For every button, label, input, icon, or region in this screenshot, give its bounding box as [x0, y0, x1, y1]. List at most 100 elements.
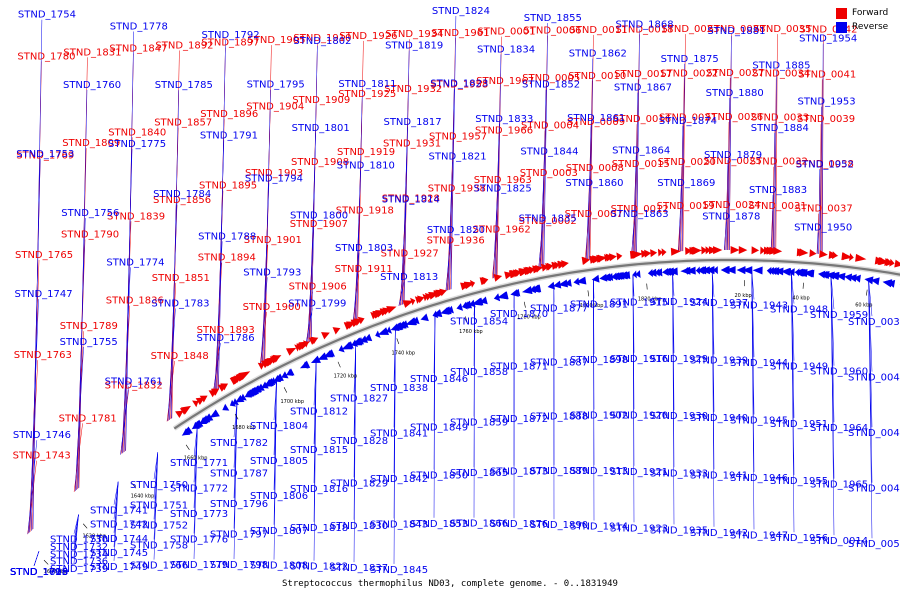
reverse-gene-label: STND_1965	[810, 480, 868, 491]
reverse-gene-label: STND_1752	[130, 520, 188, 531]
reverse-gene-label: STND_1792	[202, 30, 260, 41]
reverse-gene-label: STND_1935	[650, 525, 708, 536]
reverse-gene-label: STND_1774	[106, 257, 164, 268]
forward-gene-arrow	[650, 249, 658, 258]
tick-mark	[185, 444, 190, 450]
forward-gene-arrow	[460, 282, 472, 291]
reverse-gene-label: STND_0036	[848, 317, 900, 328]
leader-line	[771, 166, 775, 251]
leader-line	[868, 279, 873, 317]
reverse-gene-label: STND_1959	[810, 310, 868, 321]
reverse-gene-label: STND_1883	[749, 185, 807, 196]
forward-gene-label: STND_1765	[15, 250, 73, 261]
forward-gene-label: STND_0026	[705, 112, 763, 123]
reverse-gene-label: STND_1881	[707, 26, 765, 37]
reverse-gene-label: STND_1940	[690, 413, 748, 424]
tick-mark	[43, 559, 49, 565]
reverse-gene-label: STND_1868	[616, 20, 674, 31]
reverse-gene-label: STND_1869	[657, 178, 715, 189]
forward-gene-label: STND_1901	[244, 235, 302, 246]
reverse-gene-label: STND_1775	[108, 139, 166, 150]
forward-gene-label: STND_0025	[704, 156, 762, 167]
reverse-gene-label: STND_1949	[770, 362, 828, 373]
leader-line	[775, 34, 778, 252]
reverse-gene-label: STND_1939	[690, 355, 748, 366]
forward-gene-label: STND_1910	[293, 33, 351, 44]
leader-line	[723, 221, 727, 251]
reverse-gene-label: STND_1739	[50, 564, 108, 575]
reverse-gene-label: STND_1828	[330, 436, 388, 447]
forward-gene-arrow	[589, 255, 597, 264]
reverse-gene-label: STND_1880	[706, 88, 764, 99]
reverse-gene-label: STND_1802	[293, 36, 351, 47]
legend: Forward Reverse	[836, 6, 900, 34]
forward-gene-arrow	[541, 263, 549, 272]
forward-gene-arrow	[769, 246, 780, 255]
forward-gene-label: STND_1963	[474, 175, 532, 186]
leader-line	[32, 19, 43, 530]
gene-labels: STND_1743STND_1763STND_1765STND_1769STND…	[10, 6, 900, 578]
forward-gene-label: STND_0019	[657, 201, 715, 212]
reverse-gene-arrow	[510, 289, 519, 297]
leader-line	[727, 77, 731, 251]
forward-gene-label: STND_1903	[245, 168, 303, 179]
reverse-gene-label: STND_1756	[61, 208, 119, 219]
tick-label: 1800 kbp	[580, 303, 604, 309]
forward-gene-arrow	[751, 246, 760, 255]
forward-gene-label: STND_1857	[154, 118, 212, 129]
reverse-gene-label: STND_1866	[450, 519, 508, 530]
leader-line	[445, 234, 452, 291]
forward-gene-label: STND_0001	[477, 27, 535, 38]
reverse-gene-arrow	[752, 266, 763, 275]
forward-gene-label: STND_1936	[427, 236, 485, 247]
forward-gene-arrow	[296, 343, 302, 351]
forward-gene-label: STND_0006	[523, 26, 581, 37]
reverse-gene-label: STND_1849	[410, 422, 468, 433]
forward-gene-arrow	[343, 322, 354, 330]
reverse-gene-label: STND_1835	[519, 214, 577, 225]
reverse-gene-label: STND_1887	[530, 357, 588, 368]
reverse-gene-arrow	[736, 266, 746, 275]
leader-line	[751, 270, 755, 530]
reverse-gene-label: STND_1837	[330, 563, 388, 574]
reverse-gene-label: STND_1811	[338, 79, 396, 90]
leader-line	[821, 43, 824, 255]
reverse-gene-label: STND_1791	[200, 130, 258, 141]
reverse-gene-label: STND_1750	[130, 480, 188, 491]
leader-line	[31, 158, 41, 531]
forward-gene-label: STND_1897	[201, 38, 259, 49]
leader-line	[820, 106, 822, 255]
forward-gene-arrow	[841, 252, 853, 261]
leader-line	[449, 88, 455, 290]
tick-label: 20 kbp	[734, 293, 751, 299]
leader-line	[233, 401, 238, 560]
forward-gene-label: STND_0005	[522, 73, 580, 84]
reverse-gene-arrow	[558, 279, 568, 288]
reverse-gene-arrow	[317, 352, 328, 360]
reverse-gene-arrow	[870, 277, 880, 286]
reverse-gene-arrow	[232, 398, 239, 406]
reverse-gene-label: STND_1954	[799, 34, 857, 45]
reverse-gene-label: STND_1878	[702, 212, 760, 223]
reverse-gene-label: STND_1924	[650, 297, 708, 308]
reverse-gene-label: STND_1794	[245, 173, 303, 184]
leader-line	[76, 218, 86, 490]
tick-label: 1680 kbp	[232, 425, 256, 431]
forward-gene-arrow	[670, 247, 681, 256]
leader-line	[711, 270, 715, 527]
reverse-gene-arrow	[377, 327, 389, 335]
tick-mark	[587, 290, 590, 297]
forward-gene-label: STND_1967	[476, 76, 534, 87]
leader-line	[771, 194, 774, 251]
reverse-gene-arrow	[302, 361, 309, 369]
reverse-gene-label: STND_0053	[848, 539, 900, 550]
forward-gene-label: STND_0020	[658, 157, 716, 168]
reverse-gene-label: STND_1815	[290, 445, 348, 456]
tick-label: 1720 kbp	[334, 374, 358, 380]
forward-gene-label: STND_1931	[383, 139, 441, 150]
reverse-gene-arrow	[521, 286, 533, 294]
leader-line	[193, 425, 198, 560]
forward-gene-label: STND_1908	[291, 157, 349, 168]
forward-gene-arrow	[809, 249, 817, 258]
